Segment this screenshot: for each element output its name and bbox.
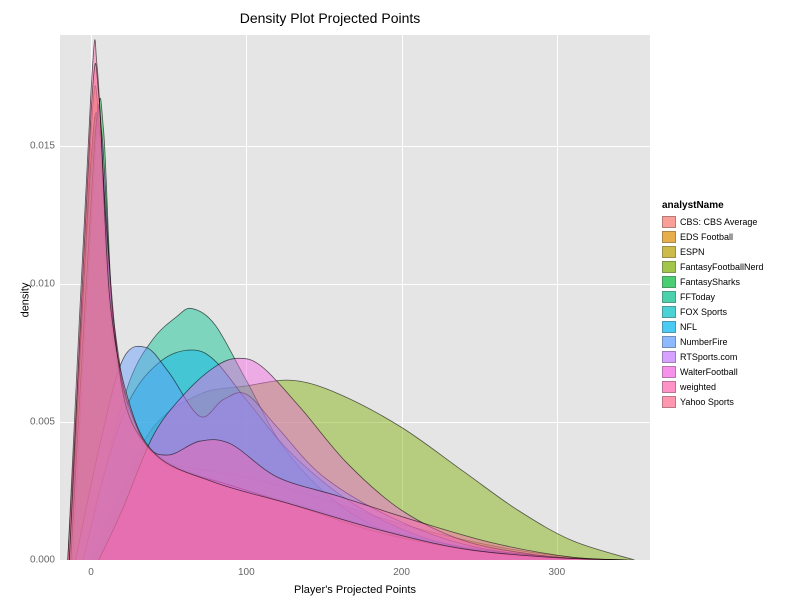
x-axis-label: Player's Projected Points xyxy=(60,584,650,596)
legend-row: FOX Sports xyxy=(662,305,792,319)
legend-label: CBS: CBS Average xyxy=(680,217,757,227)
legend-row: ESPN xyxy=(662,245,792,259)
legend-row: weighted xyxy=(662,380,792,394)
legend-row: WalterFootball xyxy=(662,365,792,379)
chart-title: Density Plot Projected Points xyxy=(0,10,660,26)
legend: analystName CBS: CBS Average EDS Football… xyxy=(662,200,792,410)
legend-row: FantasyFootballNerd xyxy=(662,260,792,274)
x-tick-label: 0 xyxy=(88,567,94,578)
legend-swatch xyxy=(662,276,676,288)
legend-row: RTSports.com xyxy=(662,350,792,364)
legend-label: NumberFire xyxy=(680,337,728,347)
legend-swatch xyxy=(662,291,676,303)
y-tick-label: 0.010 xyxy=(20,278,55,289)
legend-row: CBS: CBS Average xyxy=(662,215,792,229)
legend-row: EDS Football xyxy=(662,230,792,244)
legend-label: RTSports.com xyxy=(680,352,737,362)
legend-label: ESPN xyxy=(680,247,705,257)
legend-row: FFToday xyxy=(662,290,792,304)
plot-panel: 0100200300 0.0000.0050.0100.015 xyxy=(60,35,650,560)
legend-swatch xyxy=(662,231,676,243)
y-tick-label: 0.015 xyxy=(20,140,55,151)
density-curves xyxy=(60,35,650,560)
legend-label: NFL xyxy=(680,322,697,332)
legend-items: CBS: CBS Average EDS Football ESPN FantasyF… xyxy=(662,215,792,409)
legend-label: FFToday xyxy=(680,292,715,302)
legend-swatch xyxy=(662,351,676,363)
legend-swatch xyxy=(662,261,676,273)
legend-swatch xyxy=(662,396,676,408)
legend-row: FantasySharks xyxy=(662,275,792,289)
legend-label: EDS Football xyxy=(680,232,733,242)
legend-label: FantasySharks xyxy=(680,277,740,287)
legend-label: WalterFootball xyxy=(680,367,738,377)
x-tick-label: 300 xyxy=(548,567,565,578)
gridline-h xyxy=(60,560,650,561)
legend-swatch xyxy=(662,336,676,348)
legend-label: FOX Sports xyxy=(680,307,727,317)
x-tick-label: 100 xyxy=(238,567,255,578)
legend-swatch xyxy=(662,306,676,318)
legend-row: NFL xyxy=(662,320,792,334)
chart-container: Density Plot Projected Points density 01… xyxy=(0,0,800,600)
legend-label: Yahoo Sports xyxy=(680,397,734,407)
legend-row: NumberFire xyxy=(662,335,792,349)
legend-label: weighted xyxy=(680,382,716,392)
y-tick-label: 0.005 xyxy=(20,416,55,427)
x-tick-label: 200 xyxy=(393,567,410,578)
legend-title: analystName xyxy=(662,200,792,211)
legend-swatch xyxy=(662,216,676,228)
legend-swatch xyxy=(662,246,676,258)
legend-swatch xyxy=(662,321,676,333)
legend-row: Yahoo Sports xyxy=(662,395,792,409)
y-tick-label: 0.000 xyxy=(20,555,55,566)
legend-label: FantasyFootballNerd xyxy=(680,262,764,272)
legend-swatch xyxy=(662,366,676,378)
legend-swatch xyxy=(662,381,676,393)
